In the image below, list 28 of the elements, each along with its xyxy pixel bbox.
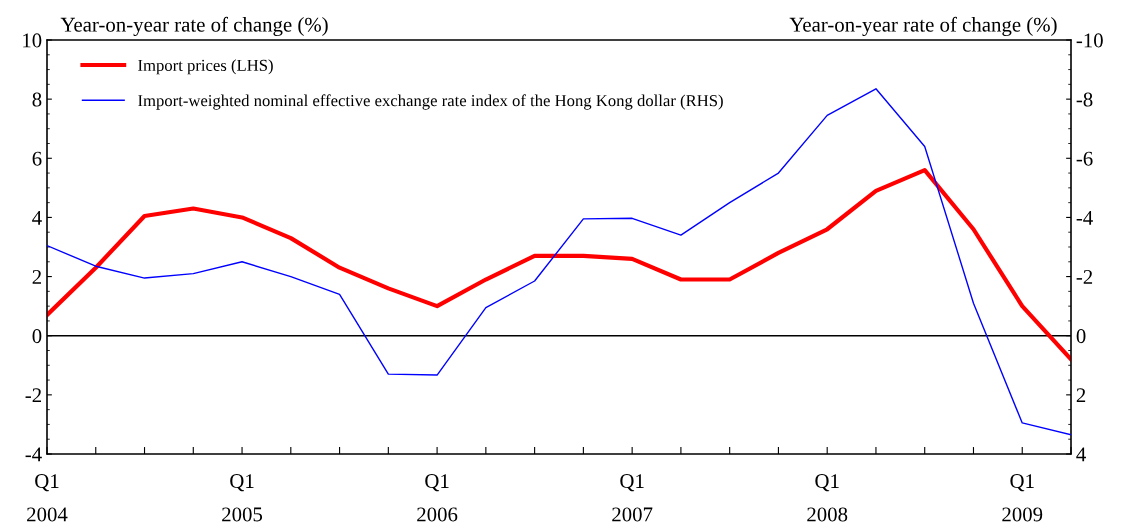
y2-axis-title: Year-on-year rate of change (%) [789,16,1057,36]
x-tick-label: Q1 2009 [1002,474,1043,522]
y2-tick-label: -8 [1076,92,1093,107]
y2-tick-label: 4 [1076,447,1086,462]
y-tick-label: -2 [25,388,41,403]
y-axis-title: Year-on-year rate of change (%) [60,16,328,36]
x-tick-label: Q1 2006 [417,474,458,522]
y-tick-label: 0 [32,329,42,344]
y2-tick-label: -4 [1076,210,1093,225]
legend-label: Import prices (LHS) [138,59,273,75]
y2-tick-label: -6 [1076,151,1093,166]
y-tick-label: 8 [32,92,42,107]
x-tick-label: Q1 2005 [222,474,263,522]
y-tick-label: 4 [32,210,42,225]
y-tick-label: 6 [32,151,42,166]
legend-label: Import-weighted nominal effective exchange rate index of the Hong Kong dollar (RHS) [138,94,723,110]
y-tick-label: -4 [25,447,42,462]
y2-tick-label: 2 [1076,388,1086,403]
y2-tick-label: -10 [1076,33,1103,48]
line-series [47,88,1071,436]
x-tick-label: Q1 2008 [807,474,848,522]
y-tick-label: 10 [23,33,42,48]
x-tick-label: Q1 2007 [612,474,653,522]
y2-tick-label: 0 [1076,329,1086,344]
line-series [47,168,1071,362]
y-tick-label: 2 [32,270,41,284]
x-tick-label: Q1 2004 [27,474,68,522]
y2-tick-label: -2 [1076,270,1093,284]
